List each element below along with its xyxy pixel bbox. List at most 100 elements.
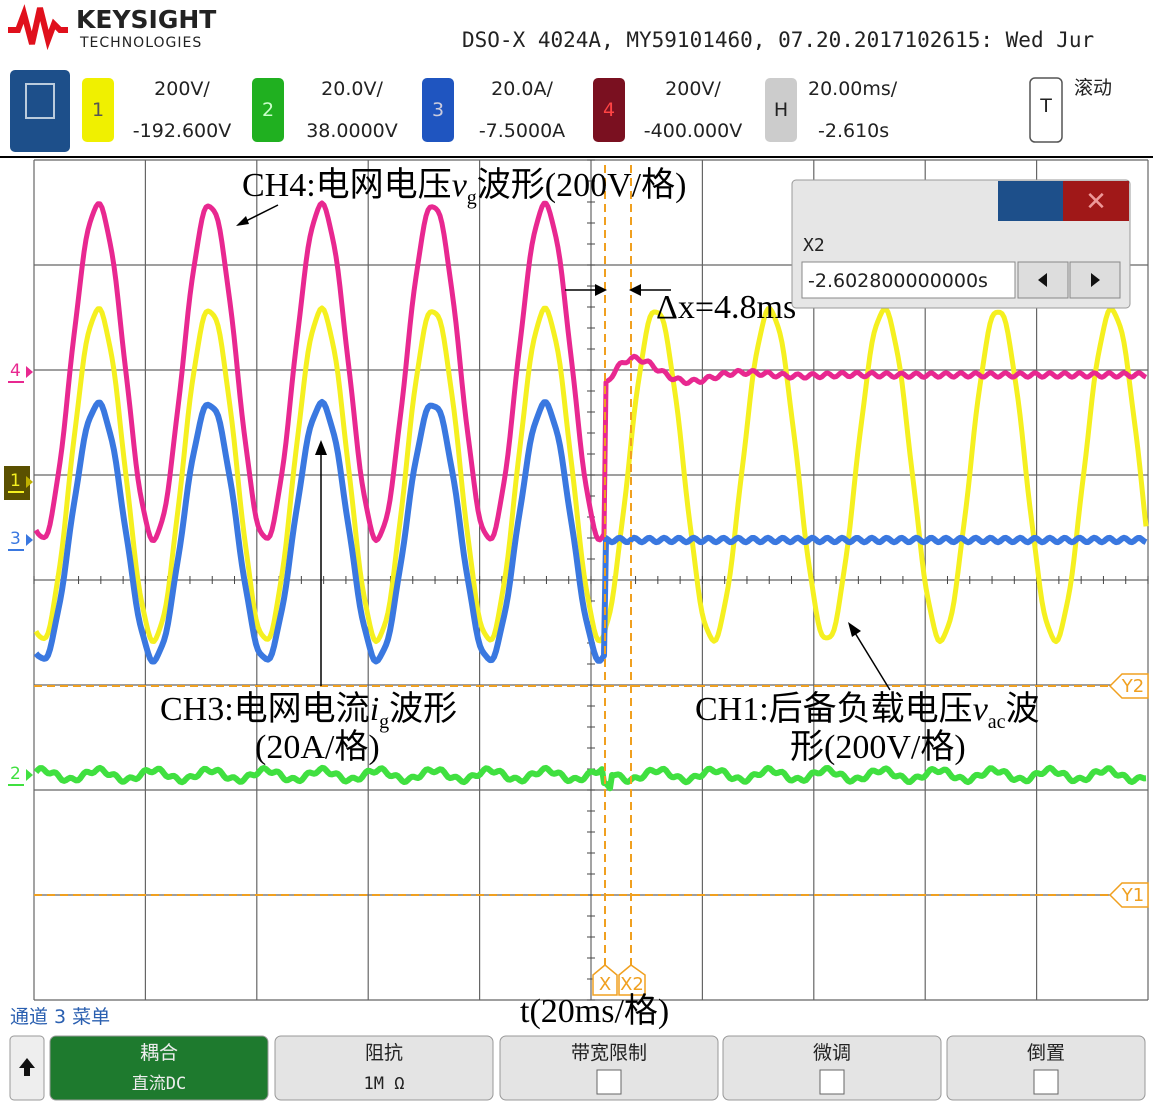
value-input[interactable] — [801, 261, 1016, 299]
arrow-head — [629, 284, 641, 296]
softkey-label: 耦合 — [140, 1042, 178, 1064]
cursor-label: X — [599, 974, 611, 995]
text: 波 — [1006, 690, 1040, 728]
channel-button[interactable] — [82, 78, 114, 142]
softkey[interactable] — [499, 1035, 719, 1101]
traces — [33, 200, 1149, 792]
channel-button[interactable] — [252, 78, 284, 142]
cursor-label: Y2 — [1121, 676, 1144, 697]
arrow-head — [236, 216, 249, 226]
channel-scale: 200V/ — [665, 78, 721, 100]
cursor-tag — [592, 964, 618, 996]
arrow-head — [315, 440, 327, 455]
softkey[interactable] — [946, 1035, 1146, 1101]
channel-offset: -192.600V — [133, 120, 231, 142]
dialog-close-button[interactable] — [1063, 181, 1129, 221]
annotation: CH3:电网电流ig波形 — [160, 690, 457, 733]
checkbox[interactable] — [1033, 1069, 1059, 1095]
text: v — [452, 167, 468, 204]
channel-label: 2 — [262, 99, 274, 121]
channel-label: 3 — [432, 99, 444, 121]
cursor-label: Y1 — [1121, 885, 1144, 906]
channel-marker: 4 — [10, 361, 21, 381]
close-icon: ✕ — [1085, 187, 1107, 217]
softkey-label: 带宽限制 — [571, 1042, 647, 1064]
up-icon — [19, 1058, 35, 1076]
annotation: CH4:电网电压vg波形(200V/格) — [242, 166, 686, 209]
softkey-label: 微调 — [813, 1042, 851, 1064]
device-info: DSO-X 4024A, MY59101460, 07.20.201710261… — [462, 28, 1094, 52]
channel-offset: -400.000V — [644, 120, 742, 142]
cursor-value: -2.602800000000s — [808, 270, 988, 292]
horizontal-offset: -2.610s — [818, 120, 889, 142]
softkey-value: 1M Ω — [364, 1074, 405, 1094]
annotation: 形(200V/格) — [790, 728, 966, 766]
softkey[interactable] — [49, 1035, 269, 1101]
channel-button[interactable] — [422, 78, 454, 142]
brand-sub: TECHNOLOGIES — [79, 35, 202, 51]
channel-marker: 3 — [10, 529, 21, 549]
trigger-label: T — [1039, 95, 1052, 117]
axis-annotation: t(20ms/格) — [520, 992, 669, 1030]
text: 波形(200V/格) — [477, 166, 687, 204]
softkey-label: 阻抗 — [365, 1042, 403, 1064]
marker-arrow — [26, 769, 33, 781]
channel-scale: 200V/ — [154, 78, 210, 100]
channel-button[interactable] — [593, 78, 625, 142]
brand: KEYSIGHT — [76, 5, 216, 34]
text: v — [973, 691, 989, 728]
channel-marker: 2 — [10, 764, 21, 784]
trace-ch3 — [33, 399, 1148, 665]
marker-box — [4, 466, 30, 500]
text: i — [370, 691, 379, 728]
softkey[interactable] — [274, 1035, 494, 1101]
marker-arrow — [26, 476, 33, 488]
channel-scale: 20.0A/ — [491, 78, 553, 100]
horizontal-scale: 20.00ms/ — [808, 78, 898, 100]
softkey[interactable] — [722, 1035, 942, 1101]
horizontal-button[interactable] — [765, 78, 797, 142]
cursor-tag — [1108, 882, 1149, 908]
channel-scale: 20.0V/ — [321, 78, 383, 100]
channel-marker: 1 — [10, 471, 21, 491]
text: 波形 — [389, 690, 457, 728]
arrow-head — [848, 622, 861, 637]
checkbox[interactable] — [596, 1069, 622, 1095]
trace-ch4 — [33, 200, 1148, 543]
menu-icon — [25, 83, 55, 119]
cursor-tag — [1108, 673, 1149, 699]
arrow-head — [595, 284, 607, 296]
softkey-label: 倒置 — [1027, 1042, 1065, 1064]
trace-ch2 — [33, 764, 1147, 792]
arrow — [851, 627, 891, 691]
dialog-menu-button[interactable] — [998, 181, 1063, 221]
channel-bar: 1 200V/ -192.600V 2 20.0V/38.0000V 3 20.0A/ -7.… — [82, 78, 898, 142]
channel-offset: 38.0000V — [306, 120, 398, 142]
marker-arrow — [26, 534, 33, 546]
channel-markers: 4 1 3 2 — [4, 361, 33, 786]
arrow-icon — [1038, 273, 1047, 287]
decrement-button[interactable] — [1017, 261, 1069, 299]
cursor-label: X2 — [620, 974, 644, 995]
arrow-icon — [1091, 273, 1100, 287]
cursor-tag — [618, 964, 646, 996]
annotation: Δx=4.8ms — [656, 289, 796, 326]
checkbox[interactable] — [819, 1069, 845, 1095]
trigger-mode: 滚动 — [1074, 77, 1112, 99]
text: g — [379, 711, 389, 733]
horizontal-label: H — [774, 99, 788, 121]
annotation: (20A/格) — [255, 728, 380, 766]
channel-label: 4 — [603, 99, 615, 121]
marker-arrow — [26, 366, 33, 378]
channel-offset: -7.5000A — [479, 120, 565, 142]
trigger-button[interactable] — [1029, 77, 1063, 143]
channel-label: 1 — [92, 99, 104, 121]
main-menu-button[interactable] — [10, 70, 70, 152]
text: ac — [988, 711, 1006, 733]
text: g — [467, 187, 477, 209]
trace-ch1 — [33, 305, 1149, 645]
text: CH1:后备负载电压 — [695, 690, 973, 728]
menu-title: 通道 3 菜单 — [10, 1006, 110, 1028]
